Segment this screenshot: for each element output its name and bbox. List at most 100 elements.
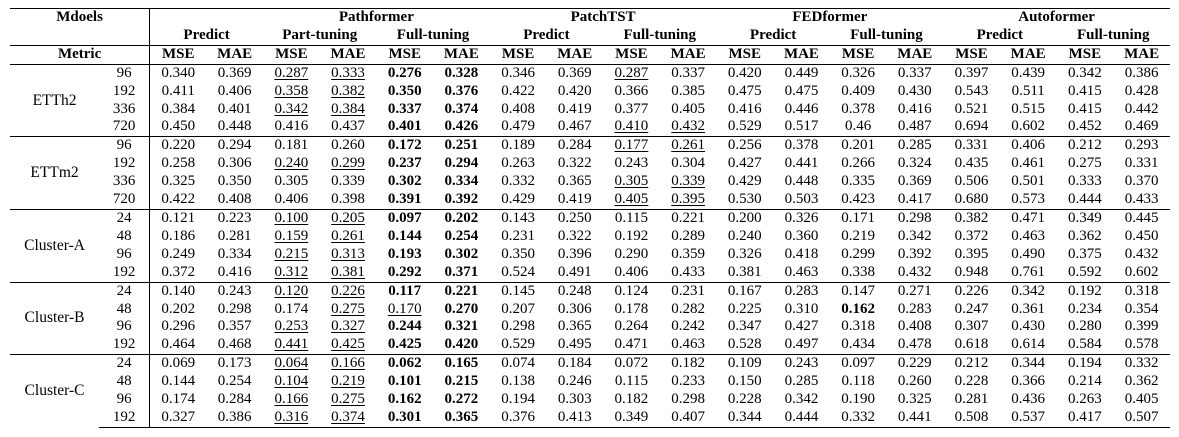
value-text: 0.423 (841, 191, 875, 208)
value-cell: 0.212 (1056, 136, 1114, 156)
value-text: 0.272 (444, 391, 479, 408)
value-cell: 0.429 (716, 173, 773, 191)
value-cell: 0.223 (206, 208, 264, 228)
value-text: 0.427 (784, 318, 819, 335)
value-cell: 0.250 (546, 208, 604, 228)
value-cell: 0.360 (773, 228, 830, 246)
value-cell: 0.298 (206, 301, 263, 319)
value-cell: 0.471 (999, 208, 1057, 228)
value-text: 0.511 (1011, 82, 1045, 99)
value-text: 0.432 (1124, 245, 1159, 262)
value-text: 0.436 (1011, 391, 1046, 408)
value-text: 0.467 (557, 118, 592, 135)
value-cell: 0.260 (319, 136, 377, 156)
value-cell: 0.117 (376, 281, 434, 301)
value-cell: 0.391 (376, 191, 433, 209)
value-text: 0.350 (387, 82, 422, 99)
value-cell: 0.064 (263, 354, 320, 374)
value-cell: 0.430 (886, 83, 943, 101)
value-text: 0.405 (671, 100, 705, 117)
value-text: 0.299 (841, 245, 875, 262)
value-text: 0.349 (614, 408, 649, 425)
value-cell: 0.433 (660, 264, 717, 282)
value-cell: 0.521 (943, 101, 1000, 119)
table-row: ETTm2 96 0.220 0.294 0.181 0.260 0.172 0.251 0.1… (10, 136, 1170, 210)
value-text: 0.396 (557, 245, 592, 262)
value-cell: 0.334 (206, 246, 263, 264)
value-cell: 0.249 (150, 246, 207, 264)
value-text: 0.284 (557, 137, 592, 154)
value-text: 0.281 (217, 227, 252, 244)
value-text: 0.138 (501, 373, 535, 390)
value-text: 0.115 (614, 373, 649, 390)
value-cell: 0.339 (320, 173, 377, 191)
value-text: 0.285 (784, 373, 819, 390)
value-cell: 0.362 (1057, 228, 1114, 246)
value-text: 0.374 (444, 100, 479, 117)
value-text: 0.337 (897, 64, 932, 81)
dataset-label: Cluster-C (10, 354, 100, 428)
horizon-cell: 96 (99, 63, 151, 83)
value-cell: 0.184 (546, 354, 604, 374)
value-cell: 0.475 (773, 83, 830, 101)
value-text: 0.248 (557, 282, 592, 299)
value-text: 0.270 (444, 300, 479, 317)
value-text: 0.342 (274, 100, 309, 117)
value-text: 0.407 (671, 408, 705, 425)
value-text: 0.444 (1067, 191, 1102, 208)
value-cell: 0.287 (603, 63, 660, 83)
value-text: 0.337 (387, 100, 422, 117)
value-cell: 0.418 (773, 246, 830, 264)
value-cell: 0.260 (886, 373, 943, 391)
value-cell: 0.182 (659, 354, 717, 374)
value-cell: 0.395 (660, 191, 717, 209)
value-cell: 0.306 (206, 155, 263, 173)
value-cell: 0.680 (943, 191, 1000, 209)
value-text: 0.212 (954, 355, 989, 372)
value-cell: 0.419 (546, 101, 603, 119)
value-cell: 0.253 (263, 318, 320, 336)
value-cell: 0.124 (603, 281, 660, 301)
value-text: 0.182 (671, 355, 705, 372)
value-cell: 0.584 (1057, 336, 1114, 354)
value-text: 0.280 (1067, 318, 1102, 335)
value-text: 0.101 (387, 373, 422, 390)
value-cell: 0.186 (150, 228, 207, 246)
value-text: 0.283 (784, 282, 819, 299)
horizon-cell: 192 (99, 263, 151, 283)
value-cell: 0.182 (603, 391, 660, 409)
horizon-cell: 96 (99, 391, 151, 409)
value-cell: 0.592 (1057, 264, 1114, 282)
value-text: 0.422 (161, 191, 196, 208)
value-text: 0.326 (727, 245, 762, 262)
value-text: 0.172 (387, 137, 422, 154)
value-text: 0.395 (671, 191, 705, 208)
value-cell: 0.226 (943, 281, 1000, 301)
value-cell: 0.463 (1000, 228, 1057, 246)
dataset-label: Cluster-A (10, 208, 100, 283)
value-text: 0.398 (331, 191, 365, 208)
sub-fedformer-full: Full-tuning (850, 26, 923, 43)
value-text: 0.463 (1011, 227, 1046, 244)
value-text: 0.170 (387, 300, 422, 317)
value-text: 0.233 (671, 373, 705, 390)
value-cell: 0.100 (263, 208, 320, 228)
value-text: 0.408 (217, 191, 252, 208)
value-text: 0.366 (1011, 373, 1046, 390)
value-text: 0.260 (897, 373, 932, 390)
value-cell: 0.369 (886, 173, 943, 191)
value-text: 0.225 (727, 300, 762, 317)
value-cell: 0.264 (603, 318, 660, 336)
metric-header-cell: MSE (829, 44, 887, 65)
value-cell: 0.578 (1113, 336, 1170, 354)
value-text: 0.399 (1124, 318, 1159, 335)
value-cell: 0.339 (660, 173, 717, 191)
value-text: 0.316 (274, 408, 309, 425)
value-cell: 0.272 (433, 391, 490, 409)
value-text: 0.369 (217, 64, 252, 81)
value-text: 0.159 (274, 227, 309, 244)
value-cell: 0.529 (490, 336, 547, 354)
value-text: 0.506 (954, 173, 989, 190)
value-cell: 0.408 (490, 101, 547, 119)
table-row: 48 0.202 0.298 0.174 0.275 0.170 0.270 0.207 0.3… (10, 300, 1170, 319)
